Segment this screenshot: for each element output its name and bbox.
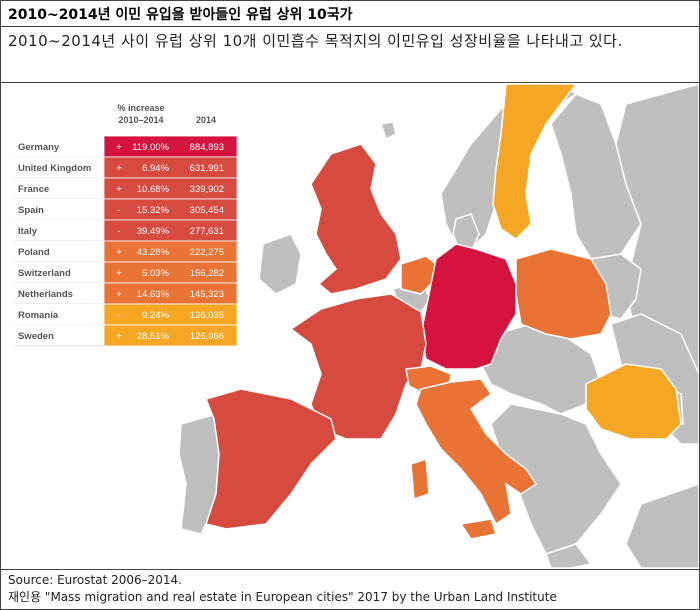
- europe-map: % increase 2010–2014 2014 Germany +119.00…: [1, 84, 699, 568]
- table-row-country-romania: Romania: [18, 310, 59, 321]
- table-row-sign-romania: -: [117, 310, 120, 321]
- table-row-country-switzerland: Switzerland: [18, 268, 71, 279]
- table-row-sign-germany: +: [116, 142, 122, 153]
- table-row-country-france: France: [18, 184, 49, 195]
- highlighted-countries: [204, 84, 682, 540]
- table-row-country-netherlands: Netherlands: [18, 289, 73, 300]
- poland-shape: [515, 248, 612, 340]
- table-row-value-germany: 884,893: [190, 142, 224, 153]
- greece-shape: [545, 543, 593, 568]
- table-row-value-spain: 305,454: [190, 205, 224, 216]
- ranking-table: % increase 2010–2014 2014 Germany +119.00…: [14, 103, 238, 347]
- table-row-label-bg-france: [14, 178, 104, 199]
- table-row-increase-united-kingdom: 6.94%: [142, 163, 169, 174]
- table-row-value-france: 339,902: [190, 184, 224, 195]
- table-row-sign-switzerland: +: [116, 268, 122, 279]
- shetland-shape: [380, 121, 397, 141]
- table-row-increase-romania: 9.24%: [142, 310, 169, 321]
- sweden-shape: [492, 84, 577, 240]
- table-row-sign-netherlands: +: [116, 289, 122, 300]
- table-row-value-poland: 222,275: [190, 247, 224, 258]
- table-row-country-united-kingdom: United Kingdom: [18, 163, 91, 174]
- table-row-label-bg-poland: [14, 241, 104, 262]
- table-row-sign-sweden: +: [116, 331, 122, 342]
- table-row-country-germany: Germany: [18, 142, 60, 153]
- table-row-value-romania: 136,035: [190, 310, 224, 321]
- romania-shape: [585, 363, 682, 440]
- table-row-label-bg-romania: [14, 304, 104, 325]
- source-note: Source: Eurostat 2006–2014.: [8, 573, 182, 587]
- germany-shape: [420, 243, 517, 370]
- table-row-value-italy: 277,631: [190, 226, 224, 237]
- table-row-label-bg-sweden: [14, 325, 104, 346]
- figure-title: 2010~2014년 이민 유입을 받아들인 유럽 상위 10국가: [0, 0, 700, 27]
- table-row-value-united-kingdom: 631,991: [190, 163, 224, 174]
- table-row-value-netherlands: 145,323: [190, 289, 224, 300]
- italy-shape: [415, 378, 538, 526]
- table-row-label-bg-united-kingdom: [14, 157, 104, 178]
- table-row-sign-united-kingdom: +: [116, 163, 122, 174]
- table-row-bar-sweden: [103, 324, 238, 347]
- column-header-increase-line1: % increase: [117, 103, 164, 113]
- table-row-country-spain: Spain: [18, 205, 44, 216]
- sicily-shape: [459, 518, 497, 540]
- table-row-increase-poland: 43.28%: [137, 247, 170, 258]
- column-header-increase-line2: 2010–2014: [118, 115, 163, 125]
- table-row-label-bg-italy: [14, 220, 104, 241]
- reuse-note: 재인용 "Mass migration and real estate in E…: [8, 590, 557, 604]
- table-row-country-sweden: Sweden: [18, 331, 54, 342]
- figure-description: 2010~2014년 사이 유럽 상위 10개 이민흡수 목적지의 이민유입 성…: [0, 27, 700, 83]
- table-row-sign-italy: -: [117, 226, 120, 237]
- column-header-value: 2014: [196, 115, 216, 125]
- table-row-label-bg-netherlands: [14, 283, 104, 304]
- table-row-sign-spain: -: [117, 205, 120, 216]
- sardinia-shape: [410, 457, 430, 501]
- france-shape: [289, 293, 427, 440]
- table-row-increase-germany: 119.00%: [132, 142, 169, 153]
- table-row-sign-france: +: [116, 184, 122, 195]
- table-row-country-poland: Poland: [18, 247, 50, 258]
- table-row-country-italy: Italy: [18, 226, 38, 237]
- table-row-increase-sweden: 28.51%: [137, 331, 170, 342]
- turkey-shape: [625, 483, 699, 568]
- table-row-label-bg-switzerland: [14, 262, 104, 283]
- table-row-label-bg-spain: [14, 199, 104, 220]
- uk-shape: [310, 143, 402, 295]
- table-row-value-switzerland: 156,282: [190, 268, 224, 279]
- table-row-label-bg-germany: [14, 136, 104, 157]
- spain-shape: [204, 388, 337, 530]
- table-row-sign-poland: +: [116, 247, 122, 258]
- ireland-shape: [258, 233, 302, 295]
- table-row-increase-netherlands: 14.63%: [137, 289, 170, 300]
- figure-footer: Source: Eurostat 2006–2014. 재인용 "Mass mi…: [0, 569, 700, 610]
- table-row-increase-switzerland: 5.03%: [142, 268, 169, 279]
- table-row-increase-spain: 15.32%: [137, 205, 170, 216]
- table-row-increase-france: 10.68%: [137, 184, 170, 195]
- table-row-increase-italy: 39.49%: [137, 226, 170, 237]
- table-row-value-sweden: 126,966: [190, 331, 224, 342]
